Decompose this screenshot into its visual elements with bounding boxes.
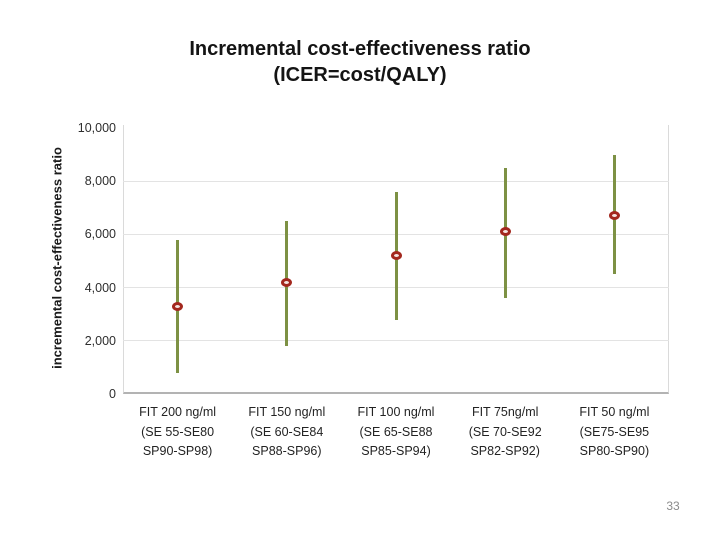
x-category-label-line: SP82-SP92) xyxy=(470,444,540,458)
page-number: 33 xyxy=(666,499,680,513)
chart-title: Incremental cost-effectiveness ratio (IC… xyxy=(0,36,720,88)
x-category-label-line: (SE 55-SE80 xyxy=(141,424,215,439)
x-category-label-line: SP88-SP96) xyxy=(252,444,322,458)
x-category-label-line: SP80-SP90) xyxy=(579,444,650,458)
x-category-label-line: FIT 100 ng/ml xyxy=(357,405,435,419)
x-category-label-line: FIT 200 ng/ml xyxy=(139,405,217,419)
data-point-marker xyxy=(281,277,293,287)
x-category-label: FIT 100 ng/ml (SE 65-SE88 SP85-SP94) xyxy=(338,403,454,462)
x-category-label-line: (SE75-SE95 xyxy=(579,424,650,439)
y-gridline xyxy=(123,180,669,182)
data-point-marker xyxy=(390,251,402,261)
y-tick-label: 2,000 xyxy=(84,333,116,348)
y-tick-label: 10,000 xyxy=(77,121,116,135)
y-tick-label: 6,000 xyxy=(84,227,116,242)
y-tick-label: 0 xyxy=(109,387,116,401)
data-point-marker xyxy=(608,211,620,221)
chart-title-line2: (ICER=cost/QALY) xyxy=(273,64,447,86)
data-point-marker xyxy=(499,227,511,237)
x-category-label-line: (SE 70-SE92 xyxy=(468,424,542,439)
x-category-label-line: (SE 65-SE88 xyxy=(359,424,433,439)
x-category-label-line: FIT 150 ng/ml xyxy=(248,405,326,419)
data-point-marker xyxy=(172,301,184,311)
x-category-label-line: SP85-SP94) xyxy=(361,444,431,458)
y-tick-label: 8,000 xyxy=(84,174,116,189)
y-gridline xyxy=(123,340,669,342)
y-tick-label: 4,000 xyxy=(84,280,116,295)
x-category-label: FIT 150 ng/ml (SE 60-SE84 SP88-SP96) xyxy=(229,403,345,462)
chart-title-line1: Incremental cost-effectiveness ratio xyxy=(189,38,531,60)
plot-area xyxy=(123,125,669,394)
x-category-label-line: FIT 50 ng/ml xyxy=(579,405,650,419)
x-category-label-line: FIT 75ng/ml xyxy=(471,405,539,419)
x-category-label: FIT 200 ng/ml (SE 55-SE80 SP90-SP98) xyxy=(120,403,236,462)
x-category-label: FIT 50 ng/ml (SE75-SE95 SP80-SP90) xyxy=(556,403,672,462)
x-category-label-line: (SE 60-SE84 xyxy=(250,424,324,439)
x-category-label: FIT 75ng/ml (SE 70-SE92 SP82-SP92) xyxy=(447,403,563,462)
x-category-label-line: SP90-SP98) xyxy=(142,444,213,458)
